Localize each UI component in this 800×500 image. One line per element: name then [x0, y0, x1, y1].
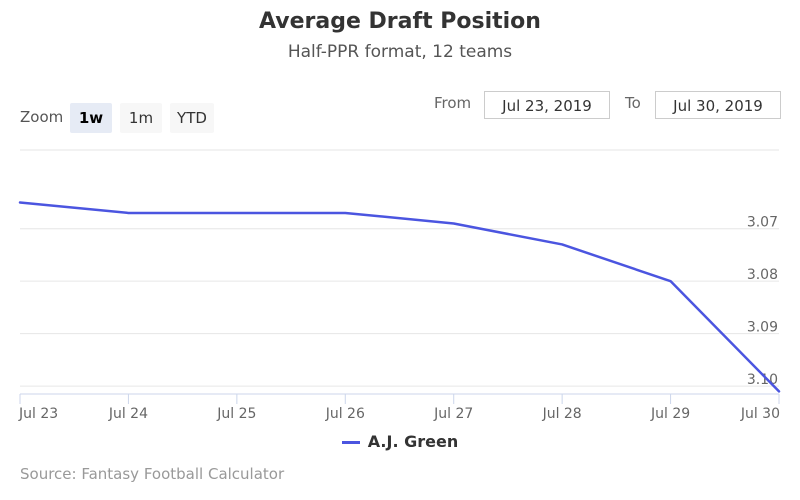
- from-label: From: [434, 94, 472, 112]
- legend-series-name: A.J. Green: [367, 432, 459, 451]
- series-line: [18, 201, 781, 393]
- from-date-input[interactable]: Jul 23, 2019: [484, 91, 610, 119]
- zoom-label: Zoom: [20, 108, 64, 126]
- x-tick-label: Jul 28: [542, 406, 582, 422]
- zoom-1m-button[interactable]: 1m: [120, 103, 162, 133]
- y-tick-label: 3.09: [747, 320, 778, 336]
- x-tick-label: Jul 27: [433, 406, 473, 422]
- y-tick-label: 3.07: [747, 215, 778, 231]
- x-axis: Jul 23 Jul 24 Jul 25 Jul 26 Jul 27 Jul 28 Jul …: [18, 393, 780, 422]
- x-tick-label: Jul 29: [650, 406, 690, 422]
- legend[interactable]: A.J. Green: [0, 432, 800, 451]
- to-label: To: [625, 94, 641, 112]
- zoom-1w-button[interactable]: 1w: [70, 103, 112, 133]
- y-tick-label: 3.08: [747, 267, 778, 283]
- source-credit: Source: Fantasy Football Calculator: [20, 465, 285, 483]
- chart-subtitle: Half-PPR format, 12 teams: [287, 42, 513, 62]
- x-tick-label: Jul 26: [325, 406, 365, 422]
- grid-lines: [20, 149, 779, 387]
- x-tick-label: Jul 30: [740, 406, 780, 422]
- to-date-input[interactable]: Jul 30, 2019: [655, 91, 781, 119]
- series-layer: [18, 201, 781, 393]
- x-tick-label: Jul 25: [216, 406, 256, 422]
- x-tick-label: Jul 24: [108, 406, 148, 422]
- legend-swatch: [341, 441, 360, 444]
- x-tick-label: Jul 23: [18, 406, 58, 422]
- zoom-ytd-button[interactable]: YTD: [170, 103, 214, 133]
- chart-title: Average Draft Position: [259, 9, 541, 34]
